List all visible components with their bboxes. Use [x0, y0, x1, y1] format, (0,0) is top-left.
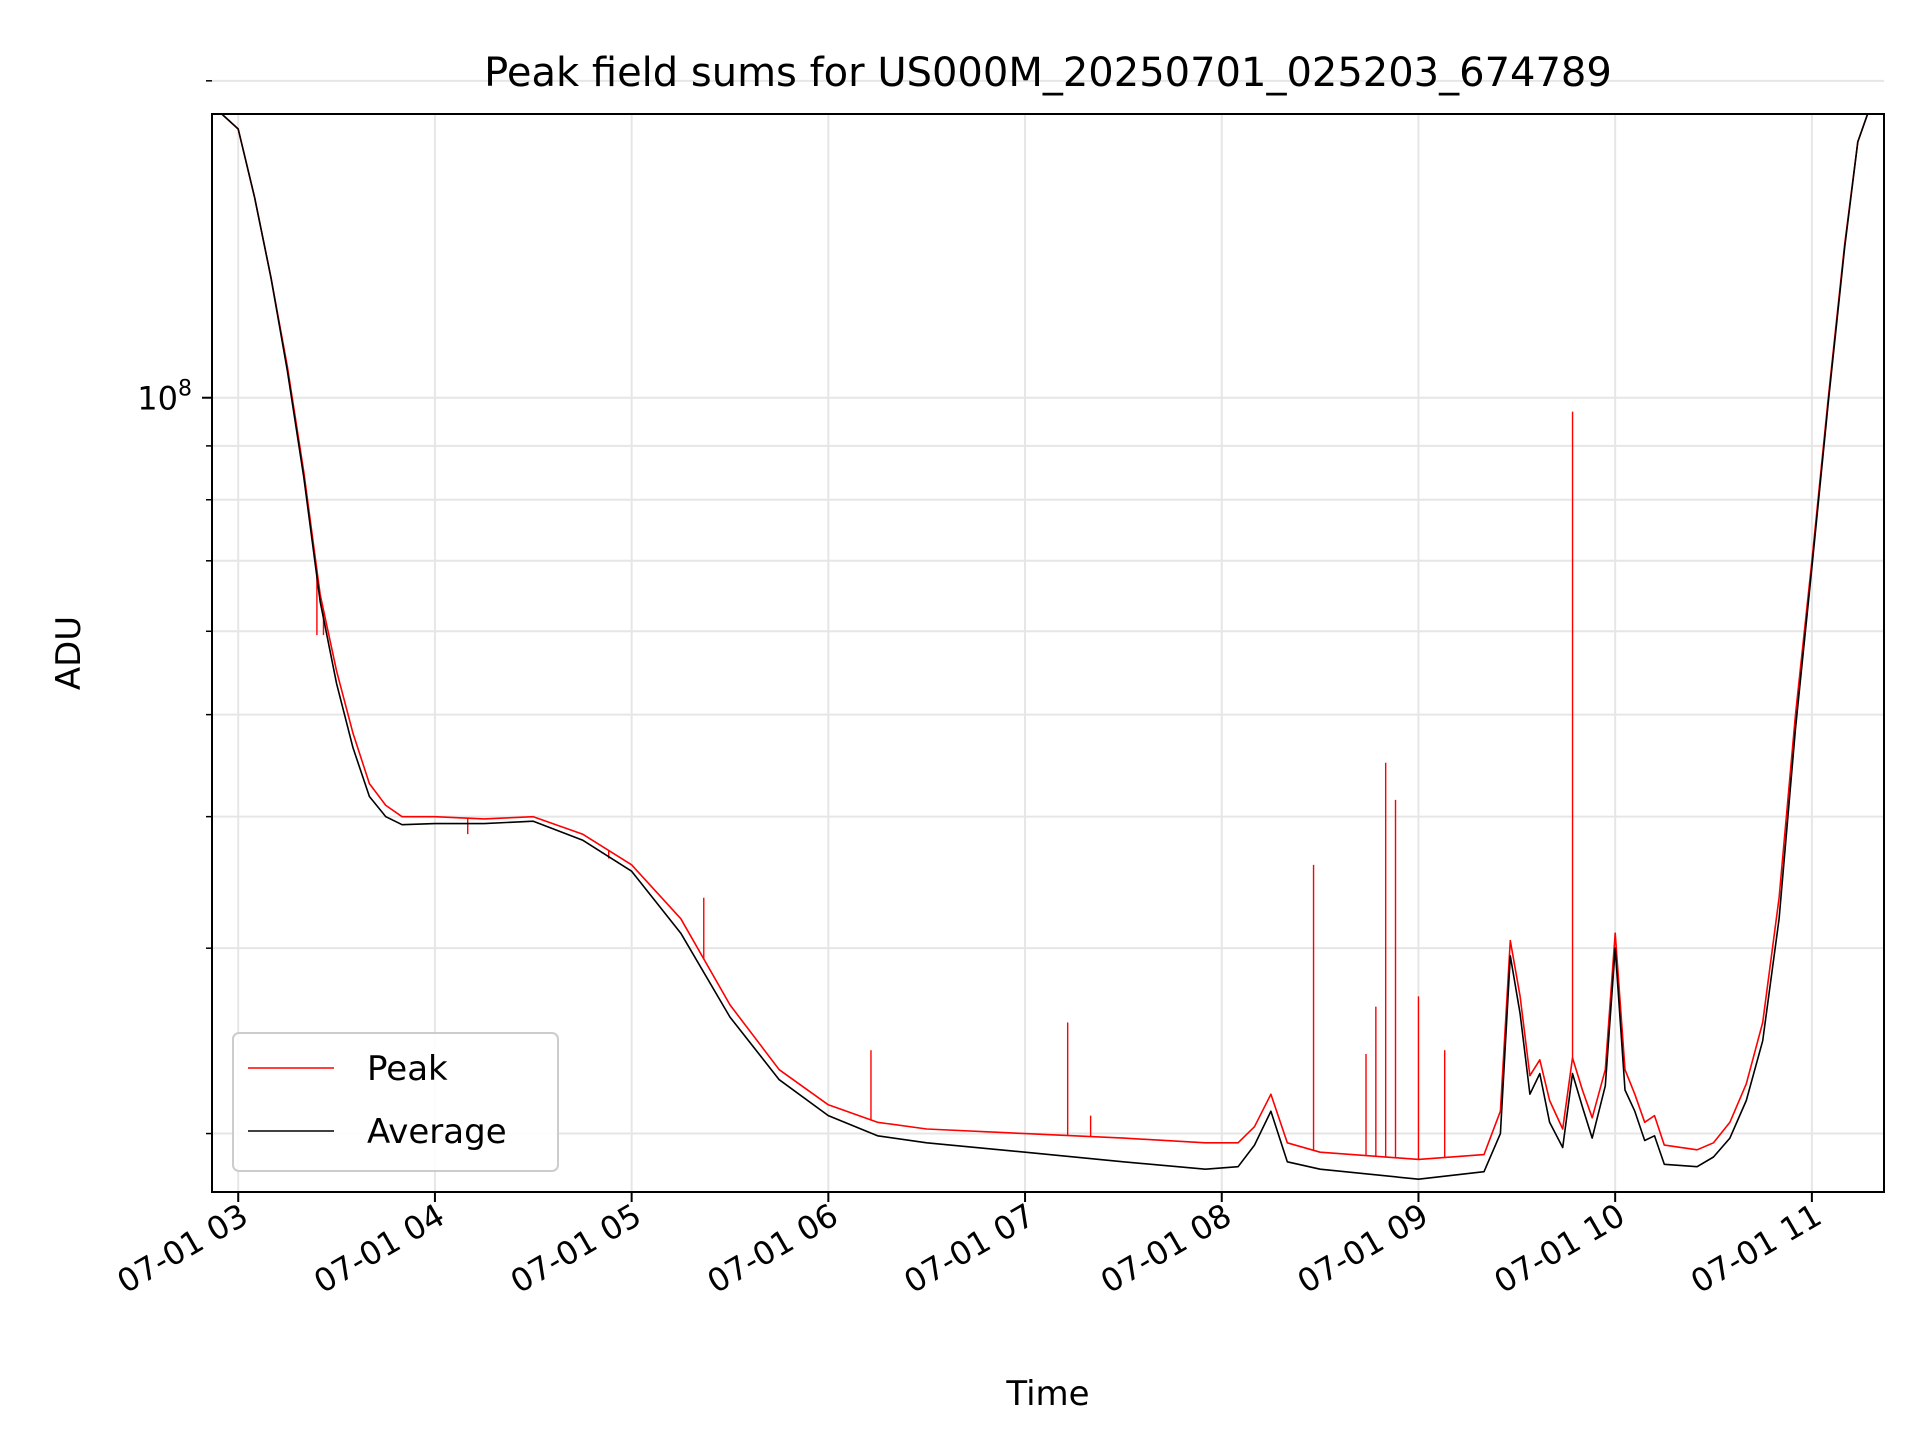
ticks [202, 80, 1813, 1202]
y-tick-label-base: 10 [137, 380, 178, 418]
y-tick-label: 108 [137, 377, 192, 418]
series-line-average [221, 114, 1869, 1180]
y-axis-label: ADU [49, 616, 89, 690]
legend: Peak Average [232, 1032, 559, 1172]
series-line-peak [221, 114, 1869, 1161]
legend-average-label: Average [367, 1112, 507, 1152]
y-tick-label-exponent: 8 [178, 377, 192, 402]
x-axis-label: Time [1005, 1374, 1089, 1414]
grid [212, 79, 1884, 1192]
legend-peak-label: Peak [367, 1049, 448, 1089]
plot-frame [211, 113, 1885, 1193]
series-layer [221, 114, 1869, 1180]
chart-title: Peak field sums for US000M_20250701_0252… [484, 50, 1612, 96]
